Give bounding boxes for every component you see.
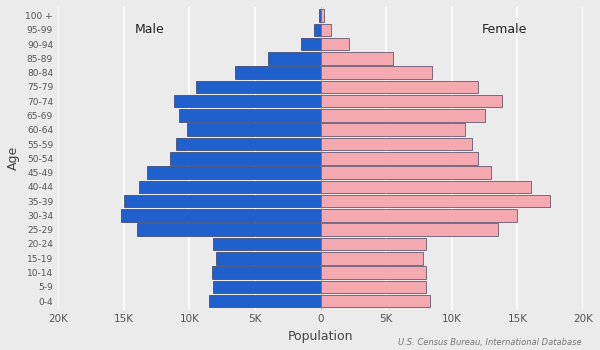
Bar — [235, 66, 320, 79]
Bar — [320, 38, 349, 50]
Bar — [212, 266, 320, 279]
Bar — [320, 109, 485, 122]
Bar — [268, 52, 320, 65]
Bar — [187, 124, 320, 136]
Bar — [320, 209, 517, 222]
Bar — [320, 9, 324, 22]
Bar — [124, 195, 320, 208]
Bar — [320, 138, 472, 150]
Bar — [209, 295, 320, 307]
Text: U.S. Census Bureau, International Database: U.S. Census Bureau, International Databa… — [398, 337, 582, 346]
Bar — [320, 95, 502, 107]
Bar — [170, 152, 320, 164]
Bar — [179, 109, 320, 122]
Bar — [320, 23, 331, 36]
Bar — [213, 280, 320, 293]
Y-axis label: Age: Age — [7, 146, 20, 170]
Bar — [319, 9, 320, 22]
Bar — [320, 152, 478, 164]
Bar — [320, 252, 423, 265]
Bar — [320, 195, 550, 208]
X-axis label: Population: Population — [288, 330, 353, 343]
Text: Male: Male — [135, 23, 165, 36]
Bar — [137, 223, 320, 236]
Bar — [213, 238, 320, 250]
Bar — [320, 181, 530, 193]
Bar — [301, 38, 320, 50]
Bar — [320, 266, 425, 279]
Bar — [320, 280, 425, 293]
Bar — [196, 80, 320, 93]
Bar — [314, 23, 320, 36]
Bar — [121, 209, 320, 222]
Bar — [215, 252, 320, 265]
Bar — [320, 66, 432, 79]
Bar — [176, 138, 320, 150]
Bar — [320, 52, 393, 65]
Bar — [320, 238, 425, 250]
Bar — [320, 223, 498, 236]
Text: Female: Female — [482, 23, 527, 36]
Bar — [320, 295, 430, 307]
Bar — [147, 166, 320, 179]
Bar — [173, 95, 320, 107]
Bar — [139, 181, 320, 193]
Bar — [320, 80, 478, 93]
Bar — [320, 166, 491, 179]
Bar — [320, 124, 465, 136]
